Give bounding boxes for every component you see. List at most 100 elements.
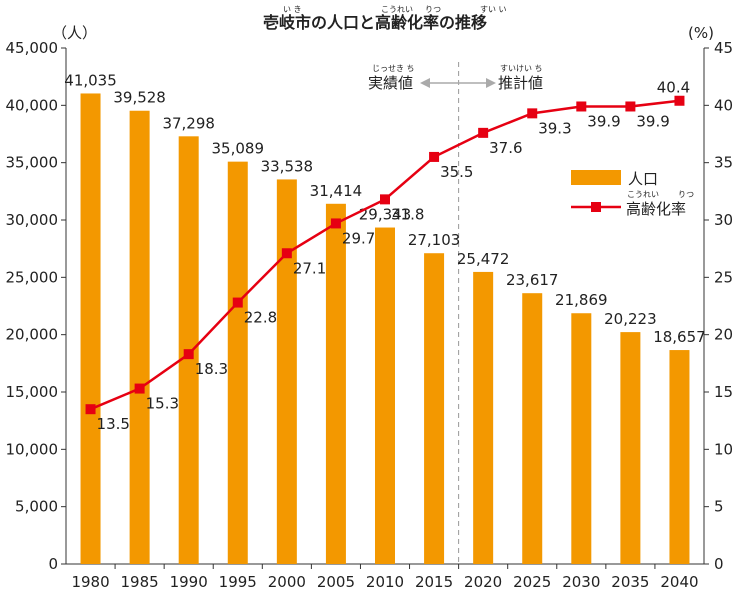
aging-rate-value-label: 35.5 <box>440 163 473 181</box>
arrow-right-icon <box>486 78 496 88</box>
x-tick-label: 1990 <box>170 573 208 591</box>
aging-rate-marker <box>674 95 685 106</box>
population-value-label: 33,538 <box>261 157 314 175</box>
legend-population-swatch <box>571 170 621 185</box>
population-bar <box>375 227 395 564</box>
legend-aging-label: 高齢化率 <box>626 200 686 218</box>
aging-rate-value-label: 39.9 <box>636 112 669 130</box>
x-tick-label: 2035 <box>611 573 649 591</box>
aging-rate-value-label: 39.9 <box>587 112 620 130</box>
left-tick-label: 45,000 <box>6 39 59 57</box>
right-axis-unit: (%) <box>688 24 714 42</box>
x-tick-label: 2010 <box>366 573 404 591</box>
right-tick-label: 40 <box>714 96 733 114</box>
aging-rate-marker <box>429 151 440 162</box>
aging-rate-markers <box>85 95 685 415</box>
aging-rate-value-label: 29.7 <box>342 229 375 247</box>
population-value-label: 39,528 <box>113 89 166 107</box>
population-bar <box>473 271 494 564</box>
title-ruby-iki: い き <box>283 5 302 14</box>
x-tick-label: 2025 <box>513 573 551 591</box>
x-tick-label: 1980 <box>71 573 109 591</box>
x-tick-label: 2015 <box>415 573 453 591</box>
right-tick-label: 30 <box>714 211 733 229</box>
title-ruby-ritsu: りつ <box>425 5 441 14</box>
population-value-label: 41,035 <box>64 71 117 89</box>
aging-rate-value-label: 40.4 <box>657 79 690 97</box>
arrow-left-icon <box>420 78 430 88</box>
population-value-label: 23,617 <box>506 271 559 289</box>
aging-rate-marker <box>527 108 538 119</box>
population-bar <box>571 313 592 564</box>
population-bar <box>325 203 346 564</box>
population-bar <box>227 161 248 565</box>
right-tick-label: 10 <box>714 440 733 458</box>
population-value-label: 37,298 <box>162 114 215 132</box>
right-tick-label: 5 <box>714 498 724 516</box>
aging-rate-marker <box>232 297 243 308</box>
legend-aging-ruby-kourei: こうれい <box>627 190 659 199</box>
legend-population-label: 人口 <box>628 170 658 188</box>
x-tick-label: 1995 <box>219 573 257 591</box>
population-bar <box>522 293 543 564</box>
aging-rate-marker <box>134 383 145 394</box>
x-tick-label: 2020 <box>464 573 502 591</box>
aging-rate-value-label: 39.3 <box>538 119 571 137</box>
population-value-label: 35,089 <box>212 140 265 158</box>
aging-rate-value-label: 27.1 <box>293 259 326 277</box>
x-tick-label: 1985 <box>121 573 159 591</box>
left-tick-label: 20,000 <box>6 326 59 344</box>
population-value-label: 31,414 <box>310 182 363 200</box>
population-bars <box>80 93 690 565</box>
left-tick-label: 10,000 <box>6 440 59 458</box>
actual-forecast-annotation: じっせき ち 実績値 すいけい ち 推計値 <box>368 64 543 92</box>
population-value-label: 25,472 <box>457 250 510 268</box>
population-bar <box>129 110 150 564</box>
population-bar <box>669 350 690 564</box>
left-tick-label: 15,000 <box>6 383 59 401</box>
population-bar <box>80 93 101 564</box>
forecast-label: 推計値 <box>498 74 543 92</box>
left-axis-ticks: 0 5,000 10,000 15,000 20,000 25,000 30,000 35,0… <box>6 39 66 573</box>
actual-ruby: じっせき ち <box>372 64 415 73</box>
legend-aging-marker <box>591 202 601 212</box>
x-tick-label: 2030 <box>562 573 600 591</box>
aging-rate-value-label: 31.8 <box>391 205 424 223</box>
aging-rate-labels: 13.5 15.3 18.3 22.8 27.1 29.7 31.8 35.5 37.6 39.3… <box>97 79 691 433</box>
aging-rate-value-label: 18.3 <box>195 360 228 378</box>
aging-rate-marker <box>625 101 636 112</box>
right-tick-label: 35 <box>714 154 733 172</box>
aging-rate-marker <box>478 127 489 138</box>
population-value-label: 20,223 <box>604 310 657 328</box>
right-tick-label: 0 <box>714 555 724 573</box>
population-bar <box>276 179 297 564</box>
aging-rate-marker <box>576 101 587 112</box>
left-tick-label: 35,000 <box>6 154 59 172</box>
population-value-label: 18,657 <box>653 328 706 346</box>
title-ruby-kourei: こうれい <box>381 5 413 14</box>
actual-label: 実績値 <box>368 74 413 92</box>
right-axis-ticks: 0 5 10 15 20 25 30 35 40 45 <box>704 39 733 573</box>
left-tick-label: 25,000 <box>6 268 59 286</box>
chart-title: 壱岐市の人口と高齢化率の推移 <box>263 13 487 32</box>
population-value-label: 29,343 <box>359 206 412 224</box>
aging-rate-value-label: 13.5 <box>97 415 130 433</box>
population-value-label: 27,103 <box>408 231 461 249</box>
chart-title-group: い き こうれい りつ すい い 壱岐市の人口と高齢化率の推移 <box>263 5 507 32</box>
forecast-ruby: すいけい ち <box>500 64 543 73</box>
right-tick-label: 20 <box>714 326 733 344</box>
left-tick-label: 30,000 <box>6 211 59 229</box>
legend: 人口 こうれい りつ 高齢化率 <box>571 170 694 218</box>
aging-rate-marker <box>183 349 194 360</box>
left-tick-label: 40,000 <box>6 96 59 114</box>
population-bar <box>620 332 641 564</box>
x-tick-label: 2000 <box>268 573 306 591</box>
population-bar <box>424 253 445 564</box>
right-tick-label: 45 <box>714 39 733 57</box>
right-tick-label: 15 <box>714 383 733 401</box>
left-axis-unit: （人） <box>52 24 97 42</box>
x-tick-label: 2040 <box>660 573 698 591</box>
x-tick-label: 2005 <box>317 573 355 591</box>
aging-rate-marker <box>85 404 96 415</box>
